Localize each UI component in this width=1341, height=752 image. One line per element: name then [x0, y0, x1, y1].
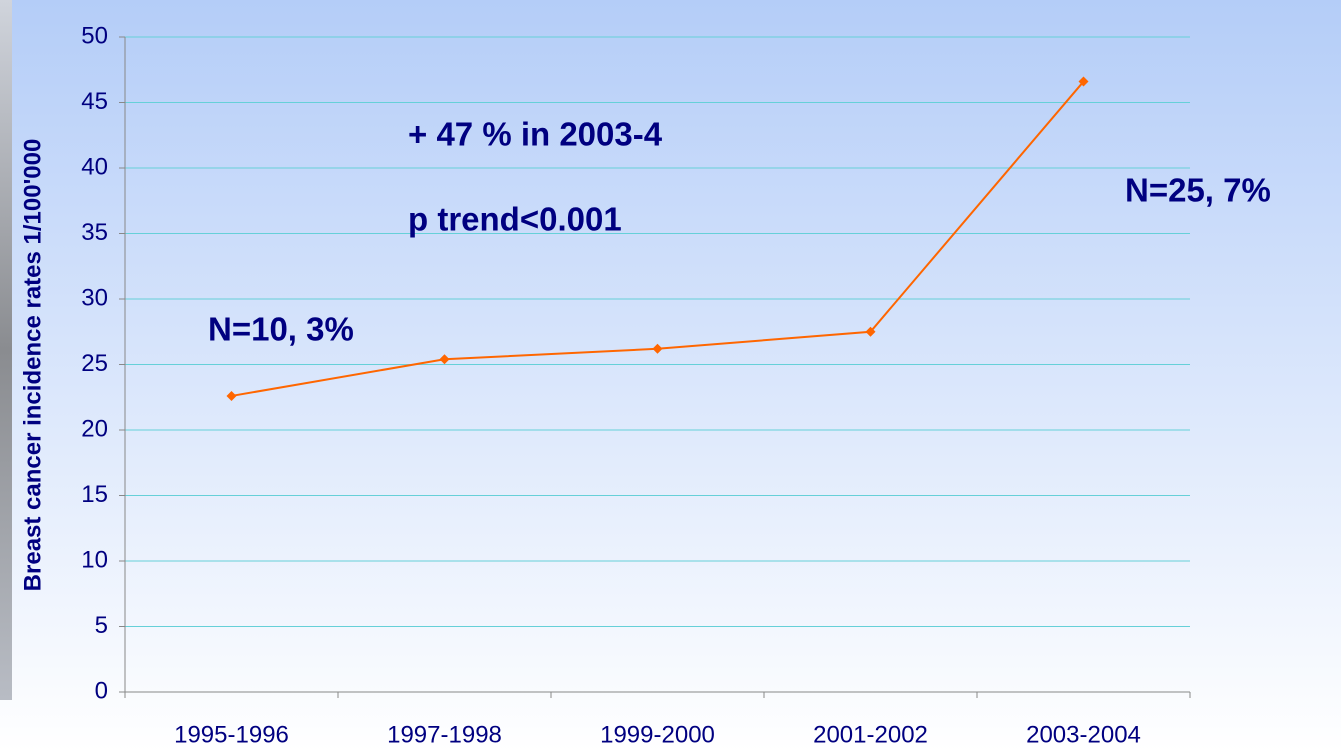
- background: [0, 0, 1341, 752]
- x-tick-label: 2003-2004: [1026, 721, 1141, 748]
- y-tick-label: 30: [81, 284, 108, 311]
- y-tick-label: 40: [81, 153, 108, 180]
- x-tick-label: 1995-1996: [174, 721, 289, 748]
- y-tick-label: 20: [81, 415, 108, 442]
- photo-strip: [0, 0, 12, 700]
- y-tick-label: 0: [95, 677, 108, 704]
- x-tick-label: 1999-2000: [600, 721, 715, 748]
- y-tick-label: 5: [95, 612, 108, 639]
- x-tick-label: 1997-1998: [387, 721, 502, 748]
- x-tick-label: 2001-2002: [813, 721, 928, 748]
- annotation: p trend<0.001: [408, 201, 622, 238]
- y-tick-label: 25: [81, 350, 108, 377]
- y-tick-label: 50: [81, 22, 108, 49]
- chart: Breast cancer incidence rates 1/100'000 …: [0, 0, 1341, 752]
- y-tick-label: 15: [81, 481, 108, 508]
- y-axis-label: Breast cancer incidence rates 1/100'000: [19, 139, 46, 592]
- y-tick-label: 45: [81, 88, 108, 115]
- annotation: N=10, 3%: [208, 311, 354, 348]
- y-tick-label: 10: [81, 546, 108, 573]
- annotation: + 47 % in 2003-4: [408, 116, 663, 153]
- annotation: N=25, 7%: [1125, 172, 1271, 209]
- y-tick-label: 35: [81, 219, 108, 246]
- page: {"chart_data": {"type": "line", "y_label…: [0, 0, 1341, 752]
